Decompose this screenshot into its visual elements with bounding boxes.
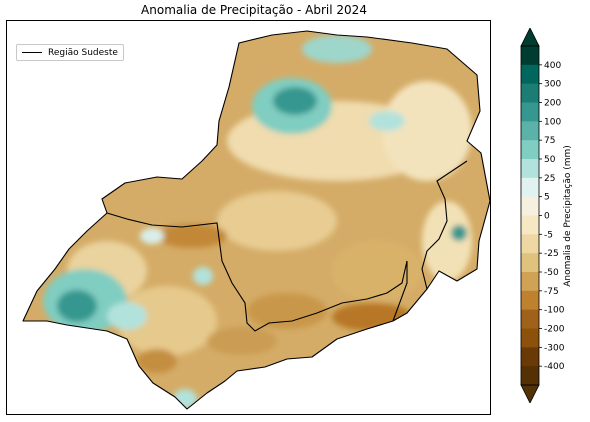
colorbar-segment [521, 121, 539, 141]
state-border-sp-mg [106, 212, 408, 332]
colorbar-tick-label: 300 [544, 80, 561, 90]
colorbar-tick-label: -300 [544, 343, 565, 353]
colorbar-tick-label: -5 [544, 230, 553, 240]
region-outline [22, 30, 490, 410]
colorbar-segment [521, 83, 539, 103]
colorbar-tick-label: 0 [544, 212, 550, 222]
colorbar-tick-label: -400 [544, 362, 565, 372]
colorbar-tick-label: 50 [544, 155, 556, 165]
colorbar-tick-label: 25 [544, 174, 555, 184]
legend-label: Região Sudeste [48, 47, 118, 58]
legend: Região Sudeste [16, 44, 124, 61]
colorbar-segment [521, 272, 539, 292]
colorbar-segment [521, 253, 539, 273]
colorbar-segment [521, 102, 539, 122]
colorbar-segment [521, 140, 539, 160]
colorbar-extend-bottom [520, 384, 540, 403]
map-title: Anomalia de Precipitação - Abril 2024 [141, 3, 367, 17]
map-frame: Região Sudeste [6, 20, 491, 415]
colorbar-tick-label: 75 [544, 136, 555, 146]
colorbar: 40030020010075502550-5-25-50-75-100-200-… [520, 28, 565, 403]
state-border-mg-es [421, 160, 468, 290]
anomaly-field [43, 35, 472, 409]
state-border-mg-rj [392, 261, 408, 322]
colorbar-segment [521, 366, 539, 386]
colorbar-tick-label: -50 [544, 268, 559, 278]
colorbar-segment [521, 328, 539, 348]
colorbar-tick-label: -75 [544, 287, 559, 297]
colorbar-label: Anomalia de Precipitação (mm) [563, 145, 573, 287]
colorbar-segment [521, 234, 539, 254]
colorbar-segment [521, 309, 539, 329]
colorbar-segment [521, 196, 539, 216]
colorbar-segment [521, 347, 539, 367]
colorbar-tick-label: 400 [544, 61, 561, 71]
precipitation-map [22, 30, 490, 410]
colorbar-segment [521, 177, 539, 198]
colorbar-extend-top [520, 28, 540, 47]
colorbar-tick-label: 100 [544, 117, 561, 127]
colorbar-segment [521, 46, 539, 66]
colorbar-tick-label: 5 [544, 193, 550, 203]
colorbar-tick-label: 200 [544, 99, 561, 109]
colorbar-tick-label: -200 [544, 325, 565, 335]
colorbar-segment [521, 215, 539, 235]
colorbar-segment [521, 290, 539, 311]
legend-line-swatch [22, 52, 42, 53]
colorbar-segment [521, 159, 539, 179]
colorbar-tick-label: -100 [544, 306, 565, 316]
colorbar-segment [521, 64, 539, 85]
colorbar-tick-label: -25 [544, 249, 559, 259]
